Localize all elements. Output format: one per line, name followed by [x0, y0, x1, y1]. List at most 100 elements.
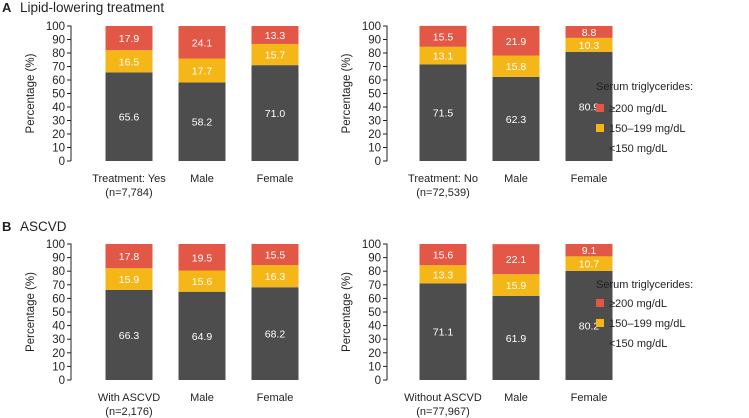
legend-a-title: Serum triglycerides:	[596, 81, 693, 93]
bar-segment-low	[492, 76, 540, 161]
legend-a-swatch-high	[596, 104, 604, 112]
y-axis-label: Percentage (%)	[341, 272, 353, 352]
x-category-label: Female	[571, 173, 608, 185]
x-category-label: Female	[257, 392, 294, 404]
x-category-label: Treatment: Yes	[92, 173, 166, 185]
bar-data-label: 21.9	[506, 36, 527, 48]
bar-segment-high	[565, 26, 613, 38]
bar-data-label: 61.9	[506, 333, 527, 345]
section-b-title: ASCVD	[20, 219, 67, 234]
bar-data-label: 15.5	[433, 31, 454, 43]
bar-data-label: 68.2	[265, 329, 286, 341]
bar-data-label: 15.6	[433, 250, 454, 262]
bar-data-label: 58.2	[192, 117, 213, 129]
bar-segment-high	[251, 26, 299, 44]
y-tick-label: 50	[52, 89, 65, 101]
y-tick-label: 40	[52, 321, 65, 333]
bar-data-label: 15.5	[265, 250, 286, 262]
bar-segment-high	[251, 244, 299, 266]
bar-data-label: 17.9	[119, 33, 140, 45]
x-category-label: Male	[504, 173, 528, 185]
y-tick-label: 10	[368, 143, 381, 155]
y-tick-label: 80	[52, 266, 65, 278]
y-axis-label: Percentage (%)	[341, 53, 353, 133]
legend-a-label-high: ≥200 mg/dL	[609, 103, 667, 115]
bar-data-label: 15.9	[506, 280, 527, 292]
bar-segment-mid	[105, 268, 153, 290]
bar-segment-low	[492, 295, 540, 380]
y-axis-label: Percentage (%)	[25, 53, 37, 133]
y-tick-label: 100	[362, 21, 381, 33]
bar-data-label: 15.6	[192, 276, 213, 288]
y-tick-label: 100	[362, 239, 381, 251]
bar-data-label: 9.1	[582, 245, 597, 257]
bar-segment-mid	[492, 55, 540, 77]
bar-segment-mid	[178, 270, 226, 292]
y-tick-label: 100	[46, 239, 65, 251]
bar-segment-low	[565, 51, 613, 161]
legend-b-label-high: ≥200 mg/dL	[609, 298, 667, 310]
bar-segment-low	[105, 72, 153, 161]
bar-data-label: 17.8	[119, 251, 140, 263]
y-tick-label: 50	[368, 307, 381, 319]
bar-data-label: 15.8	[506, 61, 527, 73]
y-tick-label: 10	[52, 143, 65, 155]
y-tick-label: 70	[368, 280, 381, 292]
y-tick-label: 20	[368, 129, 381, 141]
bar-data-label: 13.3	[433, 269, 454, 281]
bar-data-label: 65.6	[119, 112, 140, 124]
bar-data-label: 19.5	[192, 252, 213, 264]
bar-segment-high	[105, 244, 153, 269]
bar-segment-low	[105, 289, 153, 380]
x-category-label: Without ASCVD	[404, 392, 482, 404]
bar-data-label: 80.9	[579, 101, 600, 113]
legend-a-swatch-mid	[596, 124, 604, 132]
bar-segment-mid	[251, 43, 299, 66]
y-tick-label: 90	[52, 253, 65, 265]
y-tick-label: 0	[375, 156, 381, 168]
x-category-label: Male	[190, 173, 214, 185]
bar-data-label: 17.7	[192, 65, 213, 77]
bar-segment-low	[251, 287, 299, 380]
y-tick-label: 20	[368, 348, 381, 360]
y-tick-label: 90	[368, 253, 381, 265]
y-tick-label: 30	[52, 116, 65, 128]
legend-b-label-low: <150 mg/dL	[609, 338, 667, 350]
y-tick-label: 70	[52, 280, 65, 292]
x-category-label: Female	[257, 173, 294, 185]
y-tick-label: 30	[368, 334, 381, 346]
bar-data-label: 24.1	[192, 37, 213, 49]
y-tick-label: 80	[368, 266, 381, 278]
y-tick-label: 90	[368, 35, 381, 47]
y-tick-label: 40	[52, 102, 65, 114]
bar-segment-high	[565, 244, 613, 257]
x-category-label: Female	[571, 392, 608, 404]
bar-segment-mid	[419, 46, 467, 65]
y-axis-label: Percentage (%)	[25, 272, 37, 352]
bar-segment-mid	[565, 37, 613, 52]
bar-data-label: 15.9	[119, 274, 140, 286]
bar-data-label: 71.0	[265, 108, 286, 120]
y-tick-label: 30	[52, 334, 65, 346]
x-category-label: Male	[190, 392, 214, 404]
bar-data-label: 66.3	[119, 330, 140, 342]
y-tick-label: 70	[368, 62, 381, 74]
y-tick-label: 0	[59, 375, 65, 387]
x-category-label: Treatment: No	[408, 173, 478, 185]
bar-segment-mid	[251, 265, 299, 288]
y-tick-label: 80	[52, 48, 65, 60]
bar-segment-high	[178, 244, 226, 271]
bar-segment-mid	[492, 274, 540, 296]
bar-data-label: 16.5	[119, 56, 140, 68]
bar-data-label: 80.2	[579, 320, 600, 332]
legend-b: Serum triglycerides: ≥200 mg/dL 150–199 …	[596, 279, 693, 350]
x-category-label: (n=72,539)	[416, 187, 470, 199]
x-category-label: Male	[504, 392, 528, 404]
legend-a-label-mid: 150–199 mg/dL	[609, 123, 685, 135]
y-tick-label: 20	[52, 129, 65, 141]
bar-segment-mid	[105, 50, 153, 73]
legend-b-title: Serum triglycerides:	[596, 279, 693, 291]
y-tick-label: 20	[52, 348, 65, 360]
